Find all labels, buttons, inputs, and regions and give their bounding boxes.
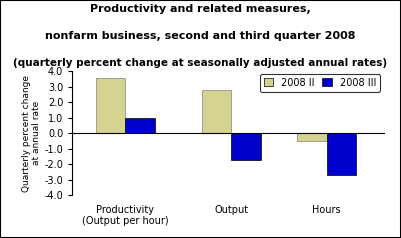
Legend: 2008 II, 2008 III: 2008 II, 2008 III: [260, 74, 380, 92]
Bar: [327, 133, 356, 175]
Y-axis label: Quarterly percent change
at annual rate: Quarterly percent change at annual rate: [22, 75, 41, 192]
Text: Productivity and related measures,: Productivity and related measures,: [90, 4, 311, 14]
Text: (quarterly percent change at seasonally adjusted annual rates): (quarterly percent change at seasonally …: [14, 58, 387, 68]
Bar: [231, 133, 261, 159]
Text: nonfarm business, second and third quarter 2008: nonfarm business, second and third quart…: [45, 31, 356, 41]
Bar: [202, 90, 231, 133]
Bar: [95, 78, 125, 133]
Bar: [125, 118, 155, 133]
Bar: [297, 133, 327, 141]
